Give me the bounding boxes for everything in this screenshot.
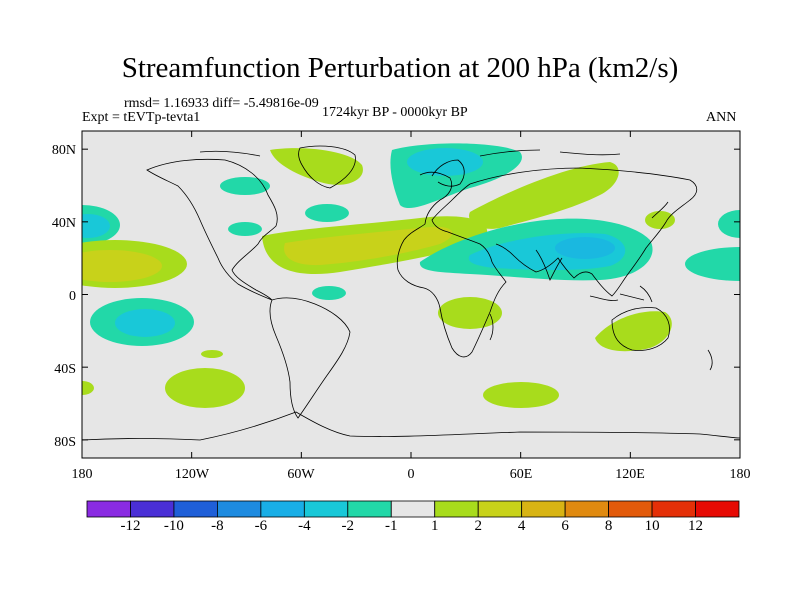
coastline-new-zealand (707, 349, 713, 371)
anomaly-natlantic-low (305, 204, 349, 222)
anomaly-asian-monsoon-low-center (555, 237, 615, 259)
colorbar-swatch (695, 500, 740, 518)
anomaly-spacific-southern-high (165, 368, 245, 408)
colorbar-swatch (86, 500, 131, 518)
coastline-north-america (146, 158, 278, 301)
season-label: ANN (706, 110, 737, 125)
coastline-arctic-islands (199, 149, 621, 157)
colorbar-label: 6 (561, 518, 569, 534)
anomaly-australia-high (595, 311, 672, 352)
anomaly-greenland-high (270, 148, 363, 185)
colorbar-label: -2 (341, 518, 355, 534)
coastline-scandinavia (431, 159, 465, 187)
colorbar-label: -10 (163, 518, 184, 534)
colorbar-swatch (216, 500, 262, 518)
colorbar-label: 10 (644, 518, 660, 534)
colorbar-label: -12 (120, 518, 141, 534)
colorbar-label: -1 (385, 518, 398, 534)
colorbar-swatch (477, 500, 523, 518)
anomaly-dateline-southern-high (82, 381, 94, 395)
coastline-indonesia (589, 285, 653, 303)
coastline-europe-africa (396, 171, 507, 358)
plot-title: Streamfunction Perturbation at 200 hPa (… (121, 52, 679, 84)
anomaly-caribbean-low (312, 286, 346, 300)
coastlines (82, 145, 740, 441)
x-tick-60w: 60W (287, 467, 315, 482)
y-tick-0: 0 (69, 289, 76, 304)
period-label: 1724kyr BP - 0000kyr BP (322, 105, 468, 120)
anomaly-alaska-low (220, 177, 270, 195)
colorbar-swatch (303, 500, 349, 518)
anomaly-scandinavia-low-core (407, 148, 483, 176)
colorbar-swatch (173, 500, 218, 518)
x-tick-180w: 180 (71, 467, 93, 482)
x-tick-120w: 120W (174, 467, 210, 482)
colorbar-swatch (651, 500, 696, 518)
anomaly-nepacific-low (685, 247, 740, 281)
colorbar-label: 2 (474, 518, 482, 534)
anomaly-sindian-southern-high (483, 382, 559, 408)
colorbar-label: 8 (604, 518, 613, 534)
colorbar-swatch (347, 500, 392, 518)
colorbar-swatch (608, 500, 653, 518)
colorbar-swatch (130, 500, 175, 518)
colorbar-label: 1 (430, 518, 439, 534)
x-tick-180e: 180 (729, 467, 751, 482)
anomaly-siberia-high (469, 162, 619, 229)
colorbar-swatch (564, 500, 610, 518)
colorbar-label: 4 (517, 518, 526, 534)
anomaly-epacific-high-core (82, 250, 162, 282)
colorbar (86, 500, 740, 518)
colorbar-swatch (260, 500, 305, 518)
x-tick-120e: 120E (615, 467, 645, 482)
colorbar-swatch (521, 500, 566, 518)
axis-ticks (81, 131, 741, 458)
y-tick-40n: 40N (51, 216, 76, 231)
contour-fills (82, 143, 740, 408)
anomaly-nwpacific-low (228, 222, 262, 236)
coastline-south-america (269, 297, 351, 419)
coastline-australia (611, 307, 670, 351)
y-tick-40s: 40S (54, 362, 76, 377)
coastline-madagascar (489, 313, 494, 341)
y-tick-80s: 80S (54, 435, 76, 450)
anomaly-npacific-low-core (82, 214, 110, 238)
colorbar-label: -6 (254, 518, 268, 534)
coastline-asia (469, 167, 698, 297)
anomaly-sindian-high (438, 297, 502, 329)
coastline-greenland (298, 145, 356, 189)
coastline-antarctica (82, 411, 740, 441)
rmsd-diff-label: rmsd= 1.16933 diff= -5.49816e-09 (124, 96, 319, 111)
colorbar-label: 12 (688, 518, 704, 534)
coastline-india (535, 249, 563, 282)
x-tick-60e: 60E (509, 467, 533, 482)
colorbar-swatch (434, 500, 479, 518)
colorbar-label: -4 (298, 518, 311, 534)
y-tick-80n: 80N (51, 143, 76, 158)
anomaly-japan-high (645, 211, 675, 229)
colorbar-swatch (390, 500, 436, 518)
experiment-label: Expt = tEVTp-tevta1 (82, 110, 201, 125)
anomaly-tropical-atlantic-high-core (284, 226, 453, 266)
anomaly-dateline-low (718, 210, 740, 238)
colorbar-label: -8 (211, 518, 224, 534)
x-tick-0: 0 (407, 467, 415, 482)
anomaly-spacific-low-core (115, 309, 175, 337)
coastline-japan (651, 201, 669, 219)
anomaly-satlantic-small-high (201, 350, 223, 358)
